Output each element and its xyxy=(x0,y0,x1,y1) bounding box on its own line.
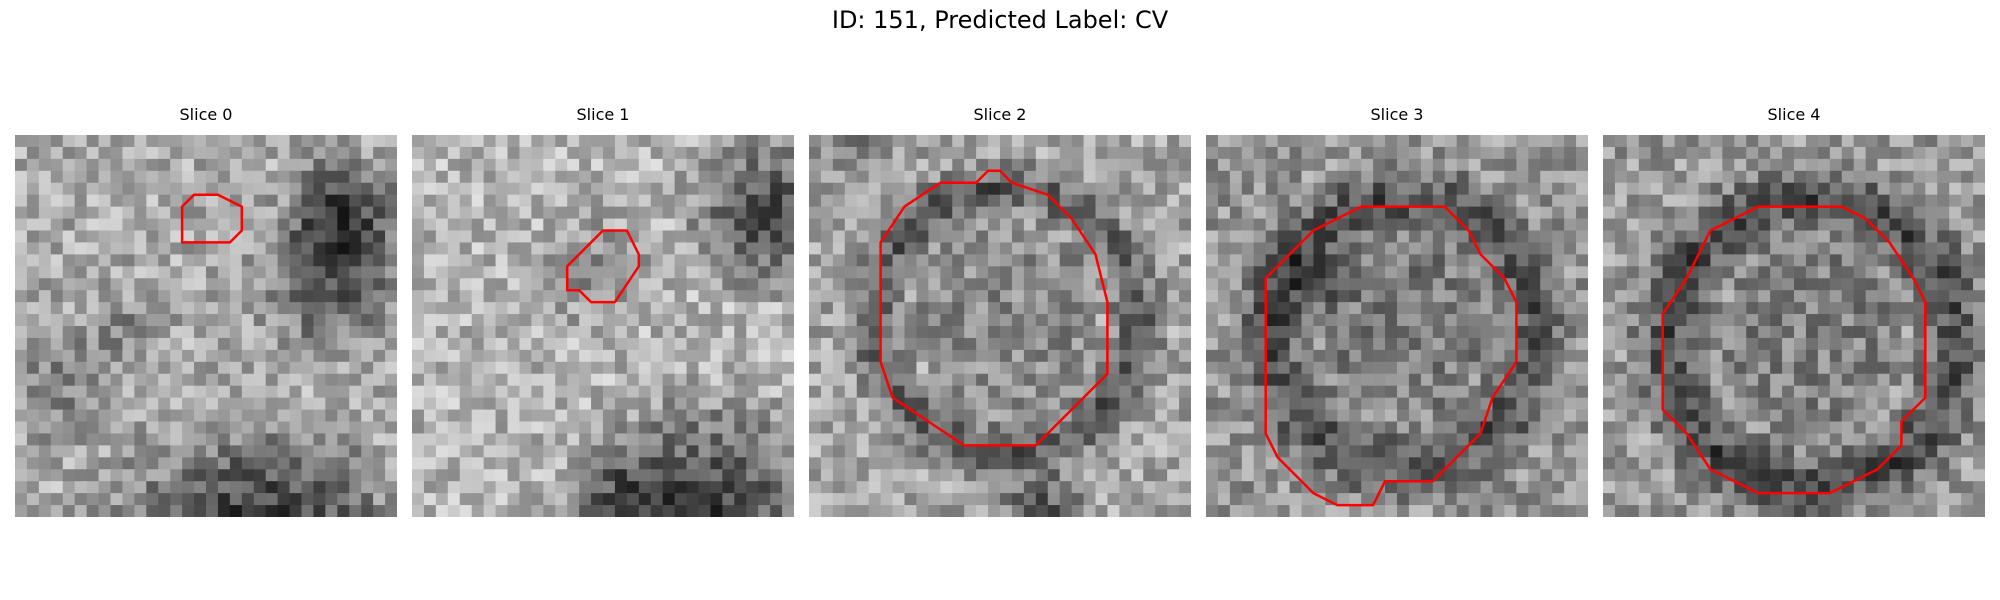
slice-image xyxy=(1603,135,1985,517)
segmentation-contour xyxy=(565,229,641,304)
slice-title: Slice 3 xyxy=(1370,105,1424,124)
figure-title: ID: 151, Predicted Label: CV xyxy=(831,6,1169,34)
segmentation-contour xyxy=(1264,205,1518,507)
slice-title: Slice 2 xyxy=(973,105,1027,124)
slice-image xyxy=(809,135,1191,517)
slice-title: Slice 0 xyxy=(179,105,233,124)
segmentation-contour xyxy=(180,193,244,244)
segmentation-contour xyxy=(879,169,1109,447)
slice-title: Slice 4 xyxy=(1767,105,1821,124)
segmentation-contour xyxy=(1661,205,1927,495)
slice-image xyxy=(412,135,794,517)
slice-image xyxy=(1206,135,1588,517)
slice-image xyxy=(15,135,397,517)
slice-title: Slice 1 xyxy=(576,105,630,124)
